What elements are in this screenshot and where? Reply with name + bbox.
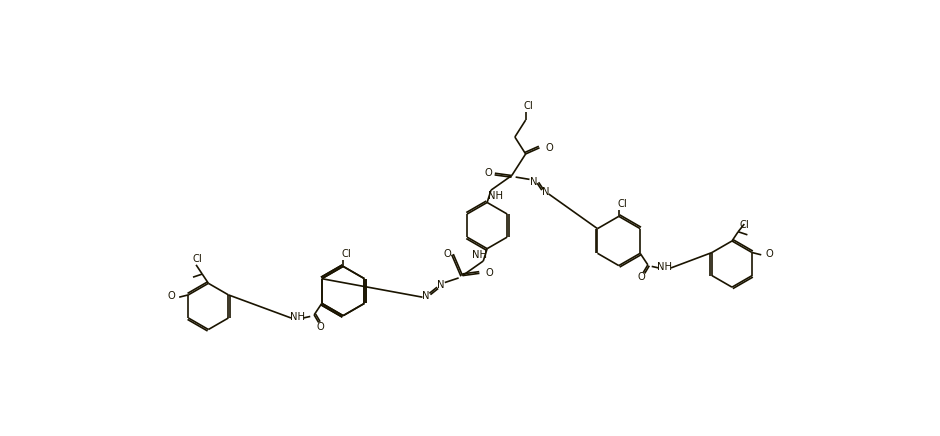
Text: Cl: Cl	[341, 249, 352, 259]
Text: O: O	[167, 291, 176, 301]
Text: N: N	[422, 291, 430, 301]
Text: O: O	[545, 143, 554, 153]
Text: O: O	[486, 268, 494, 278]
Text: Cl: Cl	[193, 254, 202, 264]
Text: N: N	[529, 177, 537, 187]
Text: NH: NH	[290, 312, 305, 322]
Text: O: O	[638, 272, 646, 282]
Text: N: N	[437, 280, 445, 290]
Text: O: O	[317, 322, 324, 332]
Text: O: O	[765, 249, 773, 259]
Text: NH: NH	[472, 250, 487, 260]
Text: O: O	[485, 168, 493, 178]
Text: Cl: Cl	[740, 220, 749, 230]
Text: NH: NH	[657, 262, 672, 272]
Text: NH: NH	[488, 191, 503, 201]
Text: N: N	[542, 187, 549, 198]
Text: O: O	[444, 249, 451, 259]
Text: Cl: Cl	[524, 101, 534, 111]
Text: Cl: Cl	[617, 199, 627, 209]
